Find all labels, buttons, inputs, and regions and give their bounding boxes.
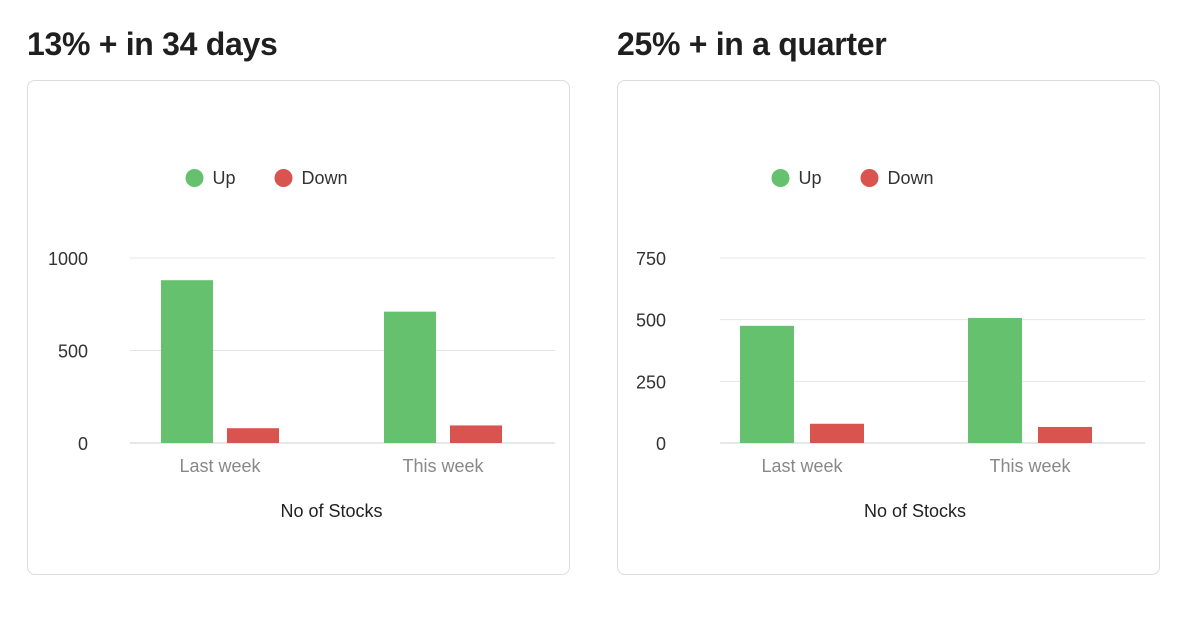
legend-swatch-down xyxy=(274,169,293,187)
x-axis-label: No of Stocks xyxy=(864,501,966,521)
y-tick-label: 0 xyxy=(656,434,666,454)
legend-swatch-down xyxy=(860,169,879,187)
bar-chart-25pct: Up Down 0 250 500 750 Last week This week No of … xyxy=(636,168,1145,521)
bar-up-last-week xyxy=(740,325,794,443)
x-tick-label: This week xyxy=(402,456,484,476)
y-tick-label: 1000 xyxy=(48,249,88,269)
y-tick-label: 500 xyxy=(58,342,88,362)
chart-panel-25pct: 25% + in a quarter Up Down 0 250 500 750 Last … xyxy=(617,0,1177,626)
bar-down-last-week xyxy=(227,428,279,443)
chart-title: 25% + in a quarter xyxy=(617,26,887,62)
y-tick-label: 750 xyxy=(636,249,666,269)
y-tick-label: 250 xyxy=(636,372,666,392)
legend-swatch-up xyxy=(185,169,204,187)
bar-up-this-week xyxy=(968,317,1022,443)
chart-title: 13% + in 34 days xyxy=(27,26,278,62)
legend-swatch-up xyxy=(771,169,790,187)
chart-card: Up Down 0 500 1000 Last week This week No of St… xyxy=(27,80,570,575)
y-tick-label: 0 xyxy=(78,434,88,454)
bar-up-last-week xyxy=(161,280,213,443)
y-tick-label: 500 xyxy=(636,311,666,331)
chart-card: Up Down 0 250 500 750 Last week This week No of … xyxy=(617,80,1160,575)
chart-panel-13pct: 13% + in 34 days Up Down 0 500 1000 Last week… xyxy=(27,0,587,626)
bar-down-this-week xyxy=(1038,426,1092,443)
x-axis-label: No of Stocks xyxy=(280,501,382,521)
legend-label-down: Down xyxy=(888,168,934,188)
legend-label-down: Down xyxy=(302,168,348,188)
legend-label-up: Up xyxy=(799,168,822,188)
x-tick-label: Last week xyxy=(761,456,843,476)
x-tick-label: This week xyxy=(989,456,1071,476)
legend-label-up: Up xyxy=(213,168,236,188)
x-tick-label: Last week xyxy=(179,456,261,476)
bar-down-last-week xyxy=(810,423,864,443)
bar-up-this-week xyxy=(384,311,436,443)
bar-down-this-week xyxy=(450,425,502,443)
bar-chart-13pct: Up Down 0 500 1000 Last week This week No of St… xyxy=(48,168,555,521)
